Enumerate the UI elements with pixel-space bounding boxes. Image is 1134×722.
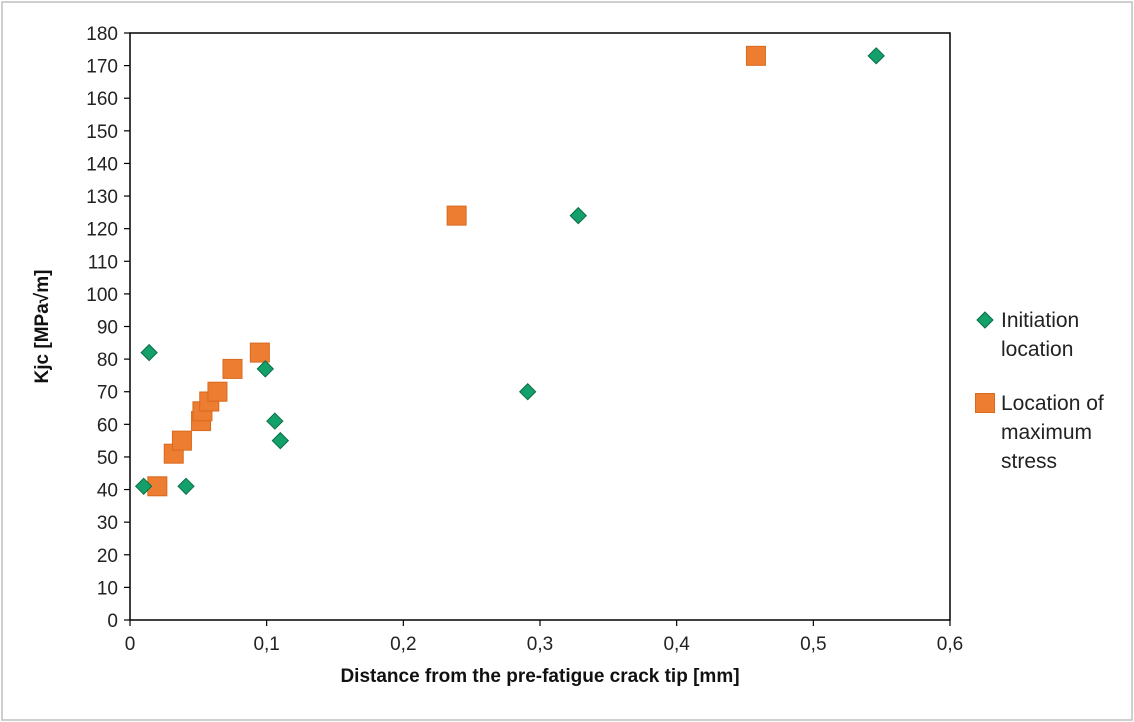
y-tick-label: 70	[97, 383, 118, 404]
x-tick-label: 0,6	[937, 634, 963, 655]
legend-label: Location of	[1001, 392, 1104, 415]
x-axis-ticks: 0 0,1 0,2 0,3 0,4 0,5 0,6	[125, 620, 963, 655]
legend-label: maximum	[1001, 421, 1092, 444]
y-tick-label: 150	[86, 122, 118, 143]
y-tick-label: 90	[97, 318, 118, 339]
x-tick-label: 0,1	[253, 634, 279, 655]
initiation-point	[266, 412, 284, 430]
initiation-point	[134, 477, 153, 496]
y-tick-label: 160	[86, 89, 118, 110]
legend: Initiation location Location of maximum stre…	[975, 309, 1104, 473]
x-tick-label: 0,5	[800, 634, 826, 655]
legend-square-icon	[975, 393, 995, 413]
y-tick-label: 130	[86, 187, 118, 208]
initiation-point	[569, 206, 587, 225]
max-stress-point	[207, 381, 228, 402]
initiation-point	[867, 47, 885, 65]
x-tick-label: 0,4	[663, 634, 690, 655]
x-tick-label: 0,2	[390, 634, 416, 655]
y-tick-label: 140	[86, 154, 118, 175]
max-stress-point	[745, 45, 766, 66]
initiation-point	[177, 477, 195, 496]
y-tick-label: 100	[86, 285, 118, 306]
legend-diamond-icon	[976, 311, 994, 329]
initiation-point	[140, 343, 158, 362]
legend-label: location	[1001, 338, 1073, 361]
legend-label: Initiation	[1001, 309, 1079, 332]
x-axis-title: Distance from the pre-fatigue crack tip …	[340, 666, 739, 687]
initiation-point	[271, 431, 290, 450]
y-tick-label: 20	[97, 546, 118, 567]
initiation-point	[256, 360, 275, 378]
max-stress-point	[249, 342, 270, 363]
legend-label: stress	[1001, 450, 1057, 473]
y-axis-ticks: 0 10 20 30 40 50 60 70 80 90 100 110 120 130 140 150 160…	[86, 24, 130, 632]
y-tick-label: 180	[86, 24, 118, 45]
max-stress-point	[446, 205, 467, 226]
y-tick-label: 50	[97, 448, 118, 469]
y-tick-label: 0	[107, 611, 118, 632]
y-tick-label: 40	[97, 481, 118, 502]
y-tick-label: 30	[97, 513, 118, 534]
x-tick-label: 0	[125, 634, 136, 655]
y-tick-label: 120	[86, 220, 118, 241]
y-tick-label: 110	[88, 252, 118, 273]
y-tick-label: 170	[86, 57, 118, 78]
data-points	[134, 45, 885, 497]
max-stress-point	[222, 358, 243, 379]
initiation-point	[518, 383, 537, 401]
y-tick-label: 10	[97, 578, 118, 599]
y-tick-label: 80	[97, 350, 118, 371]
max-stress-point	[171, 430, 192, 451]
y-tick-label: 60	[97, 415, 118, 436]
y-axis-title: Kjc [MPa√m]	[32, 270, 53, 384]
x-tick-label: 0,3	[527, 634, 553, 655]
